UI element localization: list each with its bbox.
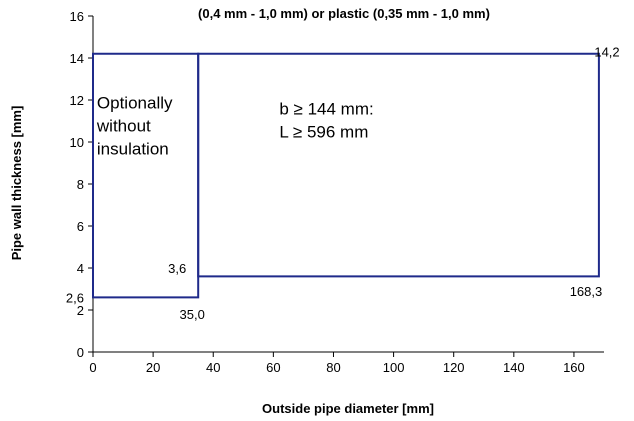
region-label-line: L ≥ 596 mm <box>279 123 368 142</box>
y-tick-label: 0 <box>77 345 84 360</box>
y-tick-label: 8 <box>77 177 84 192</box>
value-annotation: 2,6 <box>66 290 84 305</box>
region-label-line: Optionally <box>97 93 173 112</box>
y-tick-label: 2 <box>77 303 84 318</box>
value-annotation: 35,0 <box>180 307 205 322</box>
x-tick-label: 60 <box>266 360 280 375</box>
y-tick-label: 16 <box>70 9 84 24</box>
region-label-line: without <box>96 116 151 135</box>
region-label-line: insulation <box>97 139 169 158</box>
x-tick-label: 120 <box>443 360 465 375</box>
x-tick-label: 20 <box>146 360 160 375</box>
y-axis-title: Pipe wall thickness [mm] <box>9 106 24 261</box>
x-tick-label: 40 <box>206 360 220 375</box>
x-tick-label: 80 <box>326 360 340 375</box>
x-tick-label: 0 <box>89 360 96 375</box>
region-outline <box>197 52 600 278</box>
y-tick-label: 10 <box>70 135 84 150</box>
y-tick-label: 6 <box>77 219 84 234</box>
regions: Optionally without insulation b ≥ 144 mm: L … <box>92 52 600 299</box>
x-tick-label: 140 <box>503 360 525 375</box>
y-tick-label: 4 <box>77 261 84 276</box>
x-tick-label: 100 <box>383 360 405 375</box>
value-annotation: 3,6 <box>168 261 186 276</box>
annotations: 2,6 35,0 3,6 14,2 168,3 <box>66 45 620 323</box>
x-axis-title: Outside pipe diameter [mm] <box>262 401 434 416</box>
chart-title: (0,4 mm - 1,0 mm) or plastic (0,35 mm - … <box>198 6 490 21</box>
value-annotation: 14,2 <box>594 45 619 60</box>
value-annotation: 168,3 <box>570 284 603 299</box>
region-label-line: b ≥ 144 mm: <box>279 100 373 119</box>
y-tick-label: 14 <box>70 51 84 66</box>
y-tick-label: 12 <box>70 93 84 108</box>
x-tick-label: 160 <box>563 360 585 375</box>
